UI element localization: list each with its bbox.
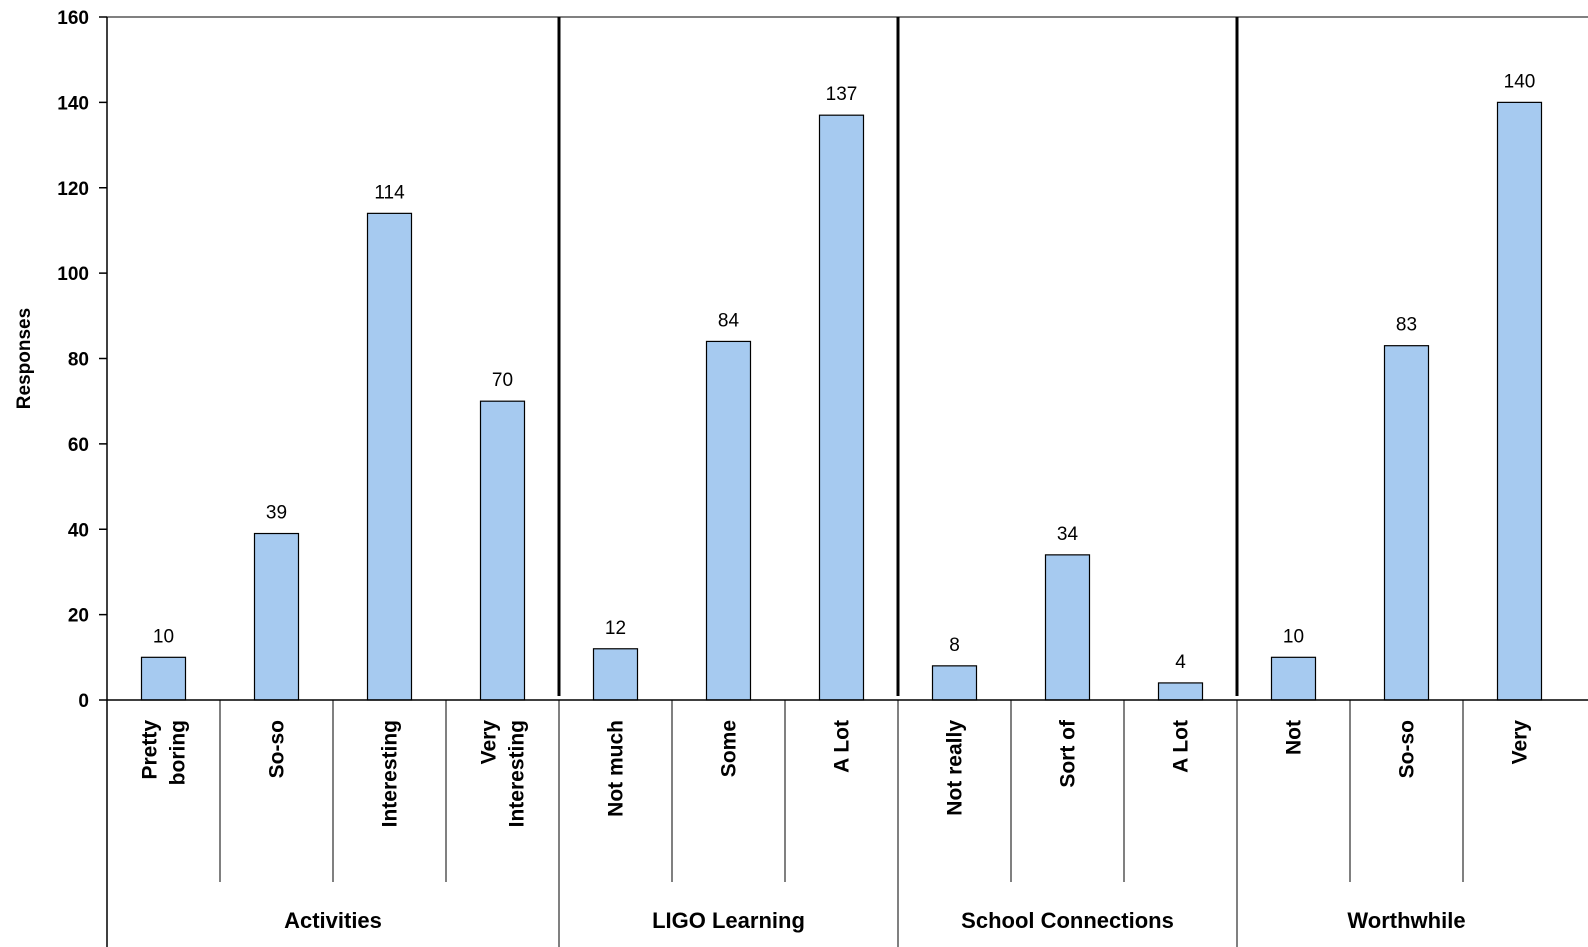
bar	[1496, 101, 1543, 701]
data-label: 84	[718, 310, 740, 331]
group-separators	[219, 17, 1464, 947]
bar	[1383, 345, 1430, 701]
bar	[931, 665, 978, 701]
category-label: Very	[478, 720, 501, 765]
bar	[479, 400, 526, 701]
data-label: 4	[1175, 652, 1186, 673]
y-tick-label: 100	[57, 264, 89, 285]
y-axis-ticks: 0 20 40 60 80 100 120 140 160	[57, 8, 107, 712]
bar	[1270, 656, 1317, 701]
group-label: LIGO Learning	[652, 908, 805, 933]
data-label: 10	[153, 626, 174, 647]
data-label: 39	[266, 503, 287, 524]
y-tick-label: 140	[57, 93, 89, 114]
category-labels: Pretty boring So-so Interesting Very Interest…	[139, 719, 1532, 827]
bars	[140, 101, 1543, 701]
category-label: A Lot	[831, 720, 854, 773]
bar	[1157, 682, 1204, 701]
data-label: 12	[605, 618, 626, 639]
bar	[140, 656, 187, 701]
data-label: 34	[1057, 524, 1079, 545]
data-label: 70	[492, 370, 513, 391]
category-label: Sort of	[1057, 719, 1080, 788]
bar	[366, 212, 413, 701]
data-label: 140	[1504, 71, 1536, 92]
y-tick-label: 80	[68, 350, 89, 371]
category-label: Pretty	[139, 720, 162, 780]
category-label: boring	[167, 720, 190, 785]
category-label: Not	[1283, 720, 1306, 755]
y-tick-label: 120	[57, 179, 89, 200]
category-label: So-so	[266, 720, 289, 778]
category-label: Some	[718, 720, 741, 777]
category-label: Not much	[605, 720, 628, 817]
group-label: Activities	[284, 908, 382, 933]
data-label: 83	[1396, 315, 1417, 336]
category-label: Very	[1509, 720, 1532, 765]
category-label: A Lot	[1170, 720, 1193, 773]
y-tick-label: 40	[68, 520, 89, 541]
data-label: 114	[374, 182, 405, 203]
group-label: School Connections	[961, 908, 1174, 933]
y-axis-title: Responses	[14, 308, 35, 409]
y-tick-label: 0	[78, 691, 89, 712]
category-label: Interesting	[379, 720, 402, 827]
category-label: Interesting	[506, 720, 529, 827]
bar	[705, 340, 752, 701]
y-tick-label: 160	[57, 8, 89, 29]
y-tick-label: 20	[68, 606, 89, 627]
data-label: 10	[1283, 626, 1304, 647]
category-label: Not really	[944, 720, 967, 816]
data-label: 8	[949, 635, 960, 656]
category-label: So-so	[1396, 720, 1419, 778]
y-tick-label: 60	[68, 435, 89, 456]
bar	[253, 532, 300, 701]
bar	[1044, 554, 1091, 701]
bar	[592, 648, 639, 701]
bar	[818, 114, 865, 701]
group-labels: Activities LIGO Learning School Connection…	[284, 908, 1465, 933]
group-label: Worthwhile	[1347, 908, 1465, 933]
data-labels: 10 39 114 70 12 84 137 8 34 4 10 83 140	[153, 71, 1535, 673]
data-label: 137	[826, 84, 858, 105]
